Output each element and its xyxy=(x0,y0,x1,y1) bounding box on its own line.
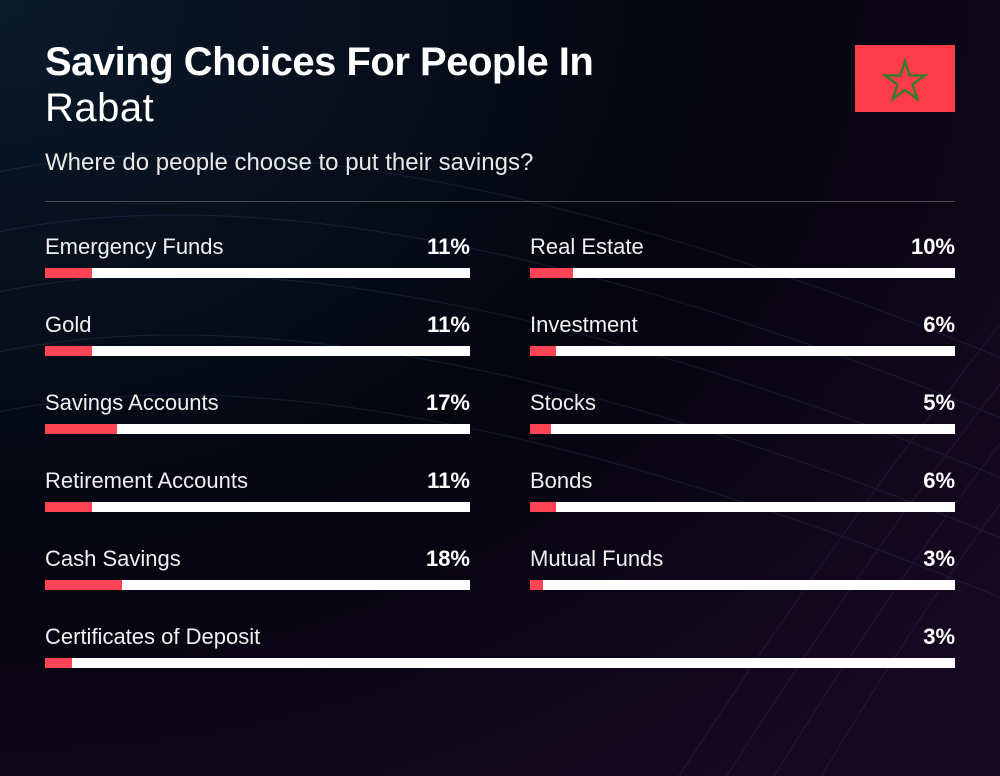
bar-fill xyxy=(530,502,556,512)
item-value: 5% xyxy=(923,390,955,416)
bar-fill xyxy=(530,346,556,356)
item-value: 6% xyxy=(923,468,955,494)
bar-fill xyxy=(530,580,543,590)
item-value: 11% xyxy=(427,312,470,338)
bar-fill xyxy=(45,268,92,278)
item-value: 3% xyxy=(923,624,955,650)
item-label: Investment xyxy=(530,312,638,338)
item-value: 11% xyxy=(427,468,470,494)
savings-grid: Emergency Funds 11% Real Estate 10% Gold 11% I… xyxy=(45,234,955,668)
bar-track xyxy=(45,502,470,512)
bar-track xyxy=(45,580,470,590)
savings-item: Real Estate 10% xyxy=(530,234,955,278)
bar-fill xyxy=(45,502,92,512)
item-value: 10% xyxy=(911,234,955,260)
savings-item: Mutual Funds 3% xyxy=(530,546,955,590)
savings-item: Emergency Funds 11% xyxy=(45,234,470,278)
item-value: 3% xyxy=(923,546,955,572)
savings-item: Stocks 5% xyxy=(530,390,955,434)
item-label: Certificates of Deposit xyxy=(45,624,260,650)
item-label: Real Estate xyxy=(530,234,644,260)
item-label: Savings Accounts xyxy=(45,390,219,416)
bar-track xyxy=(45,424,470,434)
savings-item: Bonds 6% xyxy=(530,468,955,512)
item-value: 11% xyxy=(427,234,470,260)
bar-track xyxy=(530,268,955,278)
page-title: Saving Choices For People In xyxy=(45,40,855,84)
subtitle: Where do people choose to put their savi… xyxy=(45,149,855,177)
savings-item: Gold 11% xyxy=(45,312,470,356)
item-value: 6% xyxy=(923,312,955,338)
item-label: Retirement Accounts xyxy=(45,468,248,494)
bar-track xyxy=(530,580,955,590)
bar-track xyxy=(530,502,955,512)
title-block: Saving Choices For People In Rabat Where… xyxy=(45,40,855,177)
city-name: Rabat xyxy=(45,86,855,131)
item-label: Cash Savings xyxy=(45,546,181,572)
item-label: Emergency Funds xyxy=(45,234,224,260)
morocco-flag-icon xyxy=(855,45,955,112)
bar-fill xyxy=(45,346,92,356)
savings-item: Cash Savings 18% xyxy=(45,546,470,590)
item-label: Bonds xyxy=(530,468,592,494)
bar-fill xyxy=(45,580,122,590)
item-label: Mutual Funds xyxy=(530,546,663,572)
item-value: 17% xyxy=(426,390,470,416)
bar-track xyxy=(530,424,955,434)
divider xyxy=(45,201,955,202)
savings-item: Savings Accounts 17% xyxy=(45,390,470,434)
savings-item: Investment 6% xyxy=(530,312,955,356)
bar-fill xyxy=(530,424,551,434)
bar-fill xyxy=(530,268,573,278)
item-value: 18% xyxy=(426,546,470,572)
bar-track xyxy=(45,658,955,668)
item-label: Stocks xyxy=(530,390,596,416)
item-label: Gold xyxy=(45,312,91,338)
bar-fill xyxy=(45,424,117,434)
bar-track xyxy=(45,268,470,278)
bar-track xyxy=(530,346,955,356)
bar-track xyxy=(45,346,470,356)
savings-item: Certificates of Deposit 3% xyxy=(45,624,955,668)
savings-item: Retirement Accounts 11% xyxy=(45,468,470,512)
bar-fill xyxy=(45,658,72,668)
